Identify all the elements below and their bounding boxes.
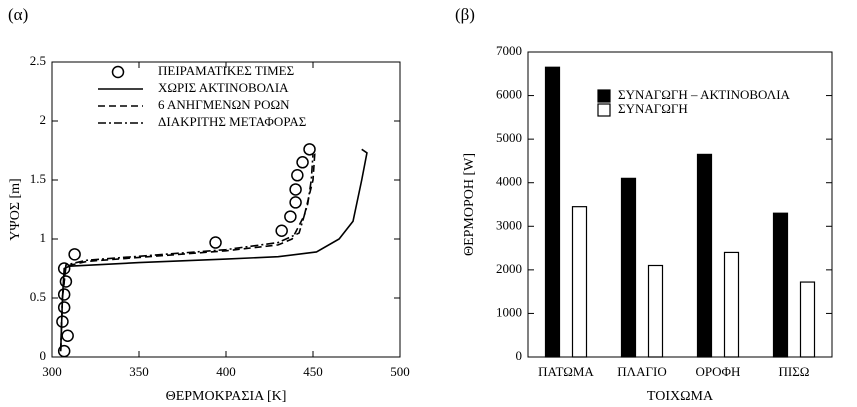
data-line (59, 153, 314, 352)
y-tick-label: 0 (516, 348, 523, 363)
y-tick-label: 2 (40, 112, 47, 127)
legend-label: ΠΕΙΡΑΜΑΤΙΚΕΣ ΤΙΜΕΣ (158, 63, 294, 78)
bar (571, 206, 588, 358)
legend-label: ΣΥΝΑΓΩΓΗ (618, 101, 688, 116)
plot-frame (527, 51, 833, 358)
data-point (61, 329, 74, 343)
data-line (59, 148, 368, 352)
x-tick-label: 500 (390, 364, 410, 379)
data-point (303, 143, 316, 156)
y-tick-label: 1 (40, 230, 47, 245)
x-tick-label: ΠΛΑΓΙΟ (617, 364, 666, 379)
x-tick-label: 400 (216, 364, 236, 379)
panel-title: (β) (455, 5, 475, 24)
data-point (209, 236, 222, 249)
x-axis-label: ΘΕΡΜΟΚΡΑΣΙΑ [K] (166, 389, 287, 404)
data-point (59, 275, 73, 288)
panel-title: (α) (8, 5, 28, 24)
data-point (291, 169, 304, 182)
y-tick-label: 5000 (496, 130, 522, 145)
legend-label: ΧΩΡΙΣ ΑΚΤΙΝΟΒΟΛΙΑ (158, 80, 289, 95)
bar (544, 66, 561, 358)
x-tick-label: ΟΡΟΦΗ (696, 364, 741, 379)
y-axis-label: ΥΨΟΣ [m] (8, 178, 23, 240)
bar (772, 212, 789, 358)
y-tick-label: 7000 (496, 43, 522, 58)
legend-marker (111, 65, 125, 79)
data-point (57, 288, 71, 301)
data-point (57, 344, 71, 358)
y-tick-label: 0.5 (30, 289, 46, 304)
bar (799, 281, 816, 358)
x-tick-label: 450 (303, 364, 323, 379)
legend-swatch (597, 103, 611, 117)
data-point (296, 156, 309, 169)
x-tick-label: 350 (129, 364, 149, 379)
data-point (275, 224, 288, 237)
bar (723, 251, 740, 358)
y-axis-label: ΘΕΡΜΟΡΟΗ [W] (462, 153, 477, 256)
data-point (284, 210, 297, 223)
y-tick-label: 1.5 (30, 171, 46, 186)
data-line (59, 152, 316, 352)
legend-label: ΣΥΝΑΓΩΓΗ – ΑΚΤΙΝΟΒΟΛΙΑ (618, 87, 791, 102)
x-tick-label: 300 (42, 364, 62, 379)
legend-label: ΔΙΑΚΡΙΤΗΣ ΜΕΤΑΦΟΡΑΣ (158, 114, 306, 129)
y-tick-label: 2000 (496, 261, 522, 276)
y-tick-label: 0 (40, 348, 47, 363)
y-tick-label: 2.5 (30, 53, 46, 68)
data-point (289, 196, 302, 209)
bar (620, 177, 637, 358)
bar (696, 153, 713, 358)
data-point (68, 248, 81, 261)
legend-label: 6 ΑΝΗΓΜΕΝΩΝ ΡΟΩΝ (158, 97, 290, 112)
y-tick-label: 1000 (496, 304, 522, 319)
y-tick-label: 3000 (496, 217, 522, 232)
x-tick-label: ΠΙΣΩ (779, 364, 810, 379)
data-point (289, 183, 302, 196)
x-tick-label: ΠΑΤΩΜΑ (538, 364, 594, 379)
legend-swatch (597, 89, 611, 103)
x-axis-label: ΤΟΙΧΩΜΑ (647, 389, 714, 404)
y-tick-label: 4000 (496, 174, 522, 189)
bar (647, 264, 664, 358)
y-tick-label: 6000 (496, 87, 522, 102)
data-point (57, 301, 71, 314)
